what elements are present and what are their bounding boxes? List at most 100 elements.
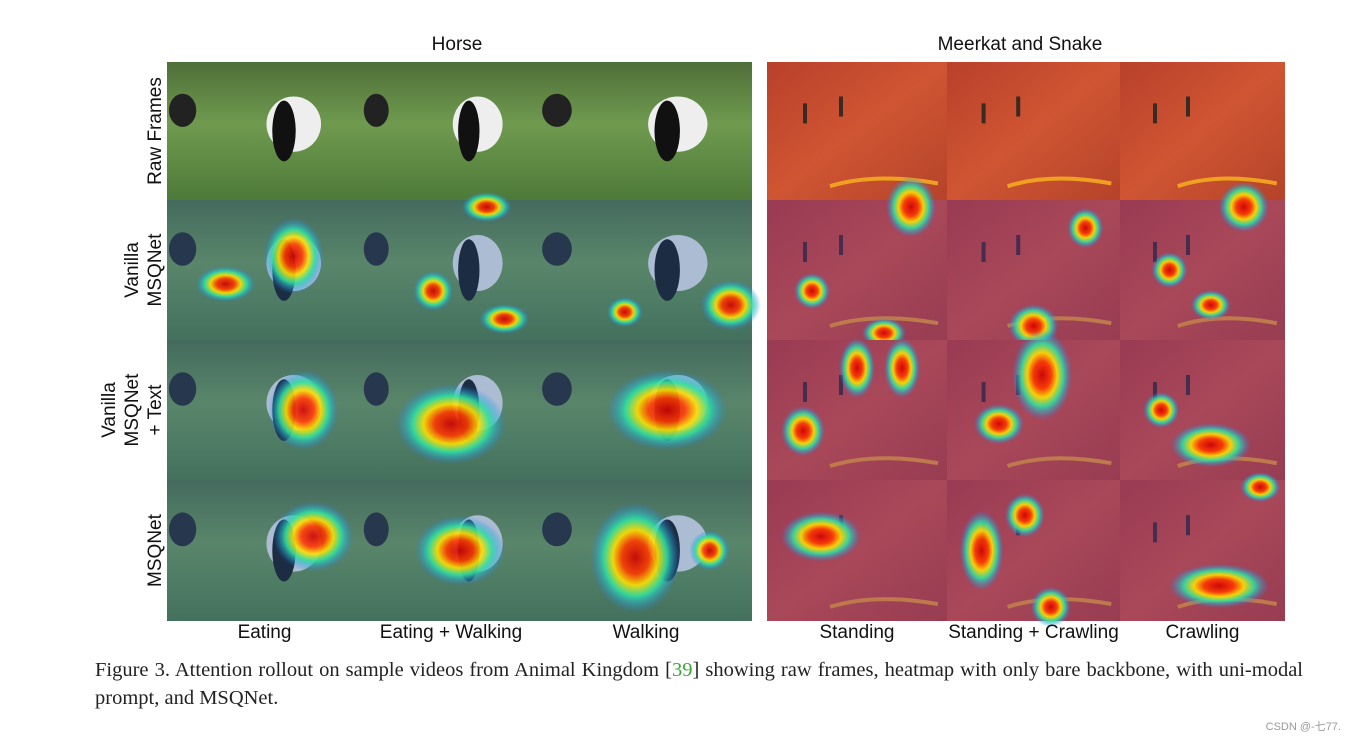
meerkat <box>1016 235 1021 255</box>
meerkat <box>1153 522 1157 543</box>
heat-blob <box>479 304 530 334</box>
horse <box>168 512 197 547</box>
horse <box>542 93 572 127</box>
meerkat <box>1153 382 1157 402</box>
column-label: Eating + Walking <box>380 622 522 643</box>
snake <box>829 176 939 189</box>
horse <box>654 100 680 162</box>
meerkat <box>981 103 986 124</box>
image-cell <box>767 62 947 200</box>
heat-blob <box>195 266 256 302</box>
caption-text: ] showing raw frames, heatmap with only … <box>95 659 1304 709</box>
heat-blob <box>413 271 454 311</box>
snake <box>829 456 939 468</box>
column-label: Walking <box>613 622 680 643</box>
heat-blob <box>794 273 830 309</box>
citation-link[interactable]: 39 <box>672 659 693 681</box>
snake <box>1177 176 1278 189</box>
horse <box>363 232 389 266</box>
snake <box>1006 176 1112 189</box>
heat-blob <box>839 338 875 398</box>
horse <box>458 239 480 301</box>
heat-blob <box>1190 290 1231 320</box>
heat-blob <box>973 404 1024 444</box>
horse <box>168 93 197 127</box>
horse <box>168 372 197 406</box>
row-label: MSQNet <box>145 513 166 587</box>
figure: Horse Meerkat and Snake Eating Eating + Wal… <box>99 34 1285 643</box>
snake <box>1006 456 1112 468</box>
horse <box>363 93 389 127</box>
row-label: Vanilla <box>99 382 120 438</box>
horse <box>542 512 572 547</box>
heat-blob <box>781 406 825 456</box>
horse <box>363 372 389 406</box>
heat-blob <box>1170 423 1251 467</box>
column-label: Eating <box>238 622 292 643</box>
snake <box>1177 316 1278 328</box>
meerkat <box>803 382 807 402</box>
meerkat <box>981 242 986 262</box>
heat-blob <box>1218 182 1269 232</box>
meerkat <box>1186 96 1190 117</box>
meerkat <box>1016 96 1021 117</box>
image-cell <box>167 200 362 340</box>
heat-blob <box>590 502 681 613</box>
heat-blob <box>1240 472 1281 503</box>
heat-blob <box>263 218 324 294</box>
group-title: Meerkat and Snake <box>938 34 1103 55</box>
meerkat <box>839 96 843 117</box>
meerkat <box>1186 375 1190 395</box>
image-cell <box>947 62 1120 200</box>
heat-blob <box>781 511 861 562</box>
heatmap-tint <box>167 200 362 340</box>
image-cell <box>362 62 540 200</box>
watermark: CSDN @-七77. <box>1265 721 1341 733</box>
horse <box>168 232 197 266</box>
column-label: Crawling <box>1166 622 1240 643</box>
horse <box>458 100 480 162</box>
group-title: Horse <box>432 34 483 55</box>
meerkat <box>839 375 843 395</box>
row-label: Vanilla <box>122 242 143 298</box>
meerkat <box>1153 242 1157 262</box>
heat-blob <box>884 338 920 398</box>
heat-blob <box>1151 252 1188 288</box>
horse <box>654 239 680 301</box>
meerkat <box>1186 515 1190 536</box>
heat-blob <box>273 501 354 572</box>
column-label: Standing <box>819 622 894 643</box>
snake <box>829 597 939 609</box>
horse <box>542 372 572 406</box>
heat-blob <box>268 370 339 450</box>
caption: Figure 3. Attention rollout on sample vi… <box>95 656 1303 712</box>
image-cell <box>167 62 362 200</box>
heat-blob <box>461 192 512 222</box>
meerkat <box>1153 103 1157 124</box>
meerkat <box>803 242 807 262</box>
heat-blob <box>396 384 506 464</box>
heat-blob <box>1030 586 1071 627</box>
image-cell <box>540 62 752 200</box>
caption-text: Figure 3. Attention rollout on sample vi… <box>95 659 673 681</box>
row-label: + Text <box>145 384 166 436</box>
horse <box>363 512 389 547</box>
heat-blob <box>1143 392 1180 428</box>
meerkat <box>1186 235 1190 255</box>
image-cell <box>1120 62 1285 200</box>
heat-blob <box>606 297 643 327</box>
horse <box>272 100 296 162</box>
column-label: Standing + Crawling <box>948 622 1119 643</box>
heat-blob <box>1169 563 1269 608</box>
heat-blob <box>1004 493 1045 538</box>
row-label: Raw Frames <box>145 77 166 185</box>
meerkat <box>981 382 986 402</box>
heat-blob <box>886 177 936 237</box>
row-label: MSQNet <box>145 233 166 307</box>
heat-blob <box>1012 330 1073 420</box>
row-label: MSQNet <box>122 373 143 447</box>
heat-blob <box>959 510 1004 591</box>
heat-blob <box>689 530 730 571</box>
heat-blob <box>700 280 761 330</box>
